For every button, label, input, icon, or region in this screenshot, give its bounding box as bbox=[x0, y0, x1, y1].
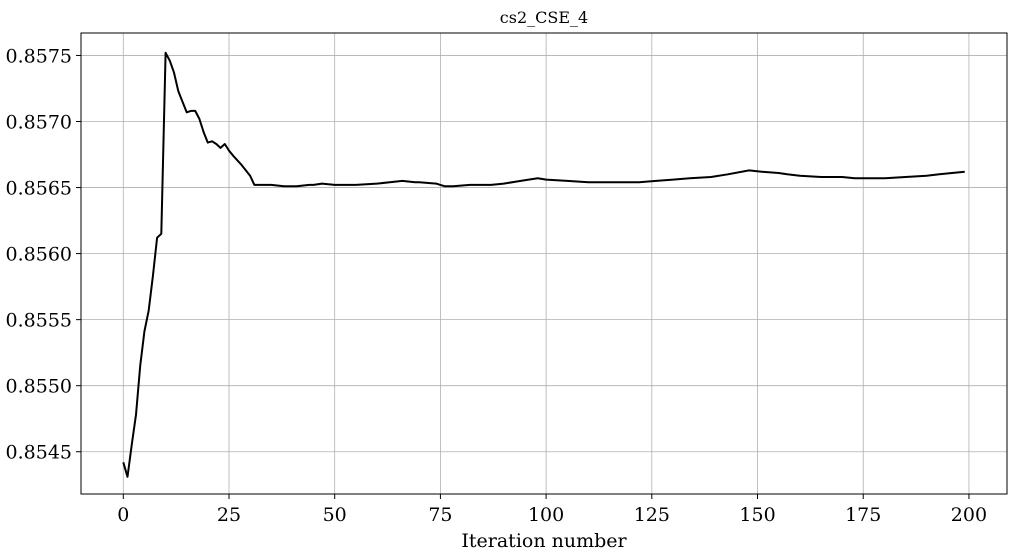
x-tick-label: 0 bbox=[117, 504, 129, 526]
axis-ticks: 0 25 50 75 100 125 150 175 200 0.8545 0.8550 0.8555… bbox=[6, 45, 988, 526]
series-line bbox=[122, 51, 965, 478]
x-tick-label: 150 bbox=[739, 504, 775, 526]
y-tick-label: 0.8545 bbox=[6, 442, 72, 464]
x-axis-label: Iteration number bbox=[461, 530, 627, 552]
x-tick-label: 200 bbox=[951, 504, 987, 526]
x-tick-label: 125 bbox=[634, 504, 670, 526]
x-tick-label: 50 bbox=[323, 504, 347, 526]
y-tick-label: 0.8550 bbox=[6, 376, 72, 398]
x-tick-label: 25 bbox=[217, 504, 241, 526]
plot-frame bbox=[80, 32, 1008, 495]
y-tick-label: 0.8575 bbox=[6, 45, 72, 67]
series-layer bbox=[122, 51, 965, 478]
y-tick-label: 0.8570 bbox=[6, 112, 72, 134]
chart-title: cs2_CSE_4 bbox=[500, 8, 588, 27]
x-tick-label: 175 bbox=[845, 504, 881, 526]
grid-lines bbox=[81, 33, 1007, 494]
y-tick-label: 0.8555 bbox=[6, 310, 72, 332]
y-tick-label: 0.8560 bbox=[6, 244, 72, 266]
x-tick-label: 75 bbox=[428, 504, 452, 526]
y-tick-label: 0.8565 bbox=[6, 178, 72, 200]
x-tick-label: 100 bbox=[528, 504, 564, 526]
